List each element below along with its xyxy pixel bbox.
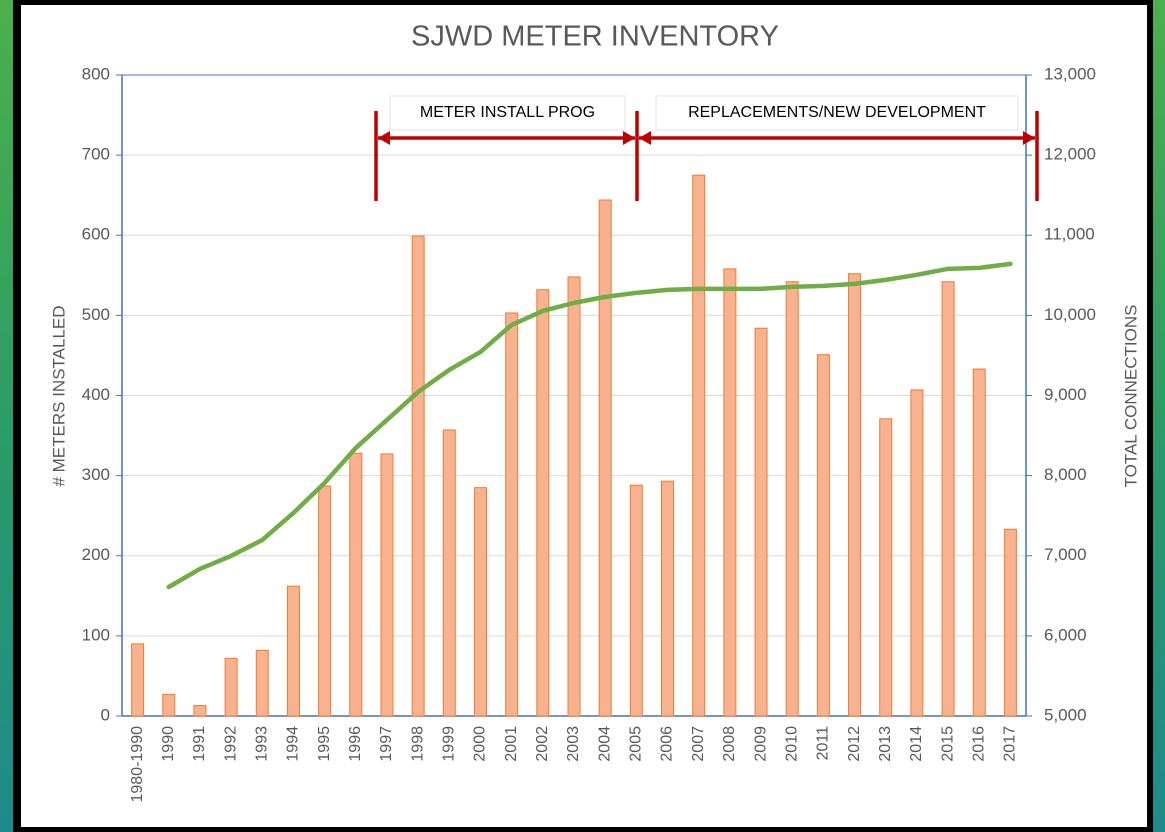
bar [848,273,862,717]
chart-title: SJWD METER INVENTORY [411,21,779,53]
x-tick-label: 1992 [222,726,239,762]
bar [785,281,799,717]
annotation: METER INSTALL PROG [420,104,595,121]
y-axis-label: # METERS INSTALLED [49,305,68,486]
x-tick-label: 1996 [347,726,364,762]
bar [536,289,550,717]
y2-tick-label: 9,000 [1044,385,1087,404]
x-tick-label: 2016 [970,726,987,762]
bar [910,389,924,717]
y-tick-label: 300 [82,465,110,484]
arrow-head [639,131,651,145]
chart-area [21,5,1147,827]
y2-axis-label: TOTAL CONNECTIONS [1121,305,1140,488]
x-tick-label: 1995 [316,726,333,762]
bar [380,453,394,717]
x-tick-label: 1994 [285,726,302,762]
x-tick-label: 2011 [815,726,832,761]
bar [255,649,269,717]
bar [318,485,332,717]
x-tick-label: 2017 [1002,726,1019,762]
bar [972,368,986,717]
x-tick-label: 2008 [721,726,738,762]
x-tick-label: 1991 [191,726,208,762]
bar [442,429,456,717]
x-tick-label: 1998 [409,726,426,762]
bar [567,276,581,717]
x-tick-label: 2002 [534,726,551,762]
x-tick-label: 2012 [846,726,863,762]
bar [349,452,363,717]
bar [286,585,300,717]
y-tick-label: 200 [82,545,110,564]
x-tick-label: 2010 [783,726,800,762]
x-tick-label: 2005 [628,726,645,762]
x-tick-label: 1999 [441,726,458,762]
x-tick-label: 2013 [877,726,894,762]
annotation: REPLACEMENTS/NEW DEVELOPMENT [688,104,986,121]
y-tick-label: 800 [82,64,110,83]
y-tick-label: 700 [82,145,110,164]
y2-tick-label: 8,000 [1044,465,1087,484]
bar [131,643,145,717]
x-tick-label: 2009 [752,726,769,762]
x-tick-label: 2004 [596,726,613,762]
bar [692,174,706,717]
y-tick-label: 500 [82,305,110,324]
x-tick-label: 1997 [378,726,395,762]
x-tick-label: 2006 [659,726,676,762]
y2-tick-label: 5,000 [1044,705,1087,724]
bar [162,693,176,717]
arrow-head [1023,131,1035,145]
bar [754,327,768,717]
y2-tick-label: 13,000 [1044,64,1096,83]
arrow-head [378,131,390,145]
bar [193,705,207,717]
y-tick-label: 400 [82,385,110,404]
x-tick-label: 1990 [160,726,177,762]
bar [505,312,519,717]
y2-tick-label: 12,000 [1044,145,1096,164]
annotation-box [389,95,626,131]
bar [598,199,612,717]
x-tick-label: 1993 [253,726,270,762]
annotation-box [655,95,1019,131]
y2-tick-label: 10,000 [1044,305,1096,324]
bar [629,484,643,717]
bar [661,480,675,717]
bar [816,354,830,717]
bar [473,487,487,717]
x-tick-label: 2000 [472,726,489,762]
bar [941,281,955,717]
y2-tick-label: 11,000 [1044,225,1095,244]
x-tick-label: 2001 [503,726,520,762]
bar [879,418,893,717]
x-tick-label: 1980-1990 [129,726,146,803]
bar [723,268,737,717]
y-tick-label: 0 [101,705,110,724]
line [166,261,1013,590]
x-tick-label: 2015 [939,726,956,762]
arrow-head [623,131,635,145]
bar [411,235,425,717]
y-tick-label: 600 [82,225,110,244]
y2-tick-label: 7,000 [1044,545,1087,564]
bar [1003,528,1017,717]
x-tick-label: 2014 [908,726,925,762]
bar [224,657,238,717]
y2-tick-label: 6,000 [1044,625,1087,644]
y-tick-label: 100 [82,625,110,644]
x-tick-label: 2003 [565,726,582,762]
x-tick-label: 2007 [690,726,707,762]
